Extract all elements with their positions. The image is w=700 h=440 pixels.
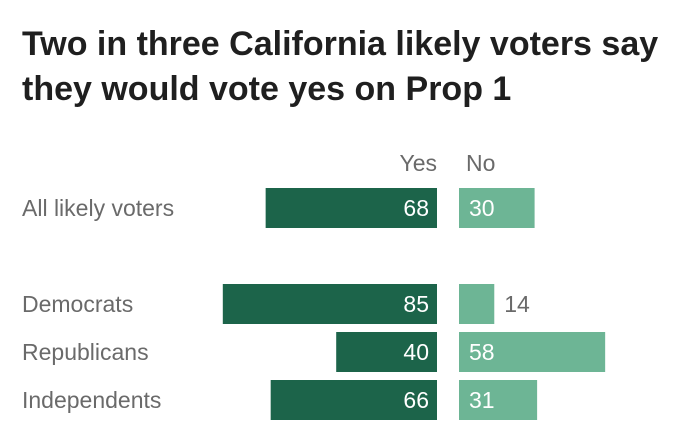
bar-no: [459, 188, 535, 228]
value-label-no: 14: [504, 291, 530, 317]
bar-no: [459, 284, 495, 324]
column-header-yes: Yes: [399, 150, 437, 176]
category-label: Democrats: [22, 291, 133, 317]
value-label-no: 30: [469, 195, 495, 221]
value-label-yes: 68: [403, 195, 429, 221]
category-label: All likely voters: [22, 195, 174, 221]
value-label-no: 31: [469, 387, 495, 413]
value-label-yes: 85: [403, 291, 429, 317]
value-label-no: 58: [469, 339, 495, 365]
bar-yes: [265, 188, 437, 228]
category-label: Independents: [22, 387, 161, 413]
bar-yes: [222, 284, 437, 324]
value-label-yes: 66: [403, 387, 429, 413]
category-label: Republicans: [22, 339, 149, 365]
bar-no: [459, 380, 538, 420]
value-label-yes: 40: [403, 339, 429, 365]
chart-title: Two in three California likely voters sa…: [22, 25, 659, 108]
column-header-no: No: [466, 150, 495, 176]
bar-no: [459, 332, 606, 372]
bar-yes: [270, 380, 437, 420]
bar-yes: [336, 332, 437, 372]
